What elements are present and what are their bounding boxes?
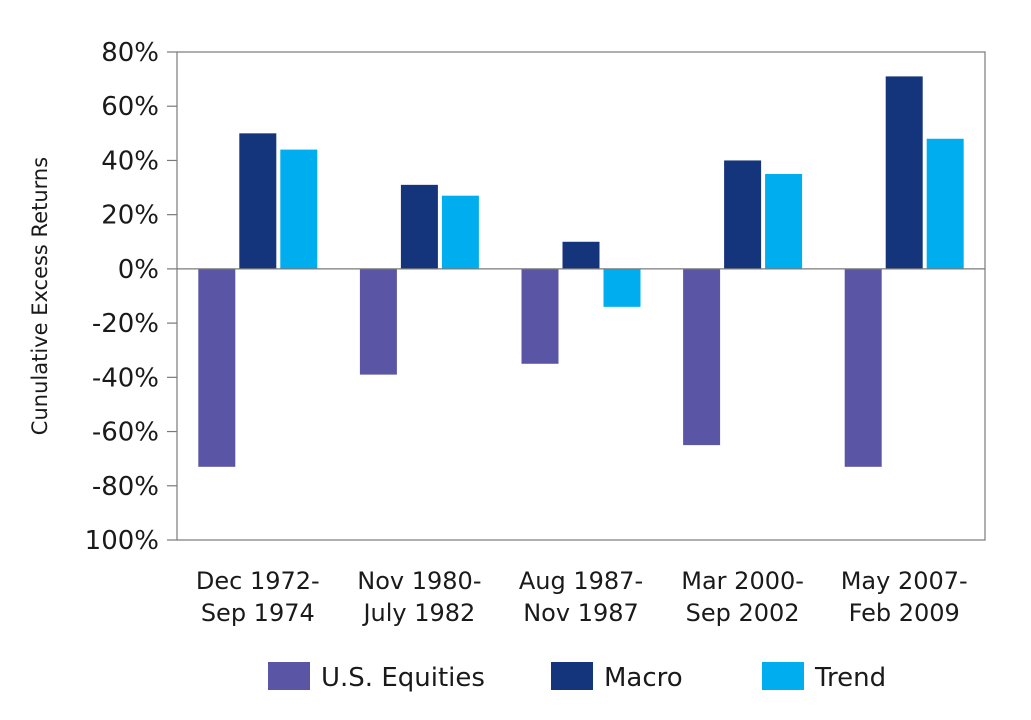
legend-label: Macro [604,663,683,693]
bar [844,268,882,467]
x-category-label-line: Aug 1987- [519,567,643,595]
y-tick-label: -20% [92,309,159,339]
bar [239,133,277,269]
y-tick-label: 80% [101,38,159,68]
x-category-label-line: Sep 2002 [686,599,800,627]
x-axis: Dec 1972- Sep 1974 Nov 1980- July 1982 Aug 1… [196,567,968,627]
y-tick-label: -60% [92,418,159,448]
legend: U.S. Equities Macro Trend [268,662,886,693]
x-category-label: May 2007- Feb 2009 [841,567,968,627]
x-category-label: Aug 1987- Nov 1987 [519,567,643,627]
y-axis: 80% 60% 40% 20% 0% -20% -40% -60% -80% 100% [85,38,177,556]
x-category-label-line: Sep 1974 [201,599,315,627]
bar [885,76,923,269]
x-category-label-line: Mar 2000- [681,567,804,595]
x-category-label-line: May 2007- [841,567,968,595]
legend-swatch [762,662,804,690]
y-tick-label: 0% [118,255,159,285]
x-category-label-line: Feb 2009 [849,599,960,627]
bar [521,268,559,364]
bar [441,195,479,269]
x-category-label-line: Dec 1972- [196,567,320,595]
bar [603,268,641,307]
bar [724,160,762,269]
bar [683,268,721,446]
legend-swatch [551,662,593,690]
x-category-label-line: Nov 1980- [357,567,481,595]
bar [400,184,438,269]
y-tick-label: 100% [85,526,159,556]
x-category-label-line: Nov 1987 [523,599,639,627]
bar [280,149,318,269]
y-tick-label: 60% [101,92,159,122]
legend-swatch [268,662,310,690]
y-tick-label: -80% [92,472,159,502]
x-category-label-line: July 1982 [361,599,475,627]
bar [765,174,803,269]
x-category-label: Mar 2000- Sep 2002 [681,567,804,627]
bar [198,268,236,467]
x-category-label: Dec 1972- Sep 1974 [196,567,320,627]
bar [926,138,964,269]
x-category-label: Nov 1980- July 1982 [357,567,481,627]
y-axis-label: Cunulative Excess Returns [28,157,52,435]
bars [198,76,964,467]
y-tick-label: 40% [101,146,159,176]
plot-area-frame [176,51,986,541]
legend-label: U.S. Equities [321,663,485,693]
bar [359,268,397,375]
bar [562,241,600,269]
y-tick-label: -40% [92,363,159,393]
legend-label: Trend [814,663,886,693]
y-tick-label: 20% [101,201,159,231]
